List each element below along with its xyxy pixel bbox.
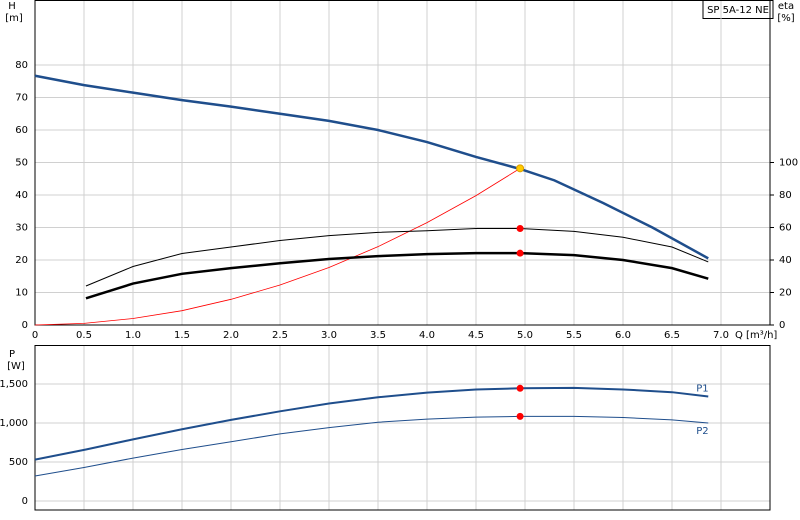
series-line — [34, 386, 709, 461]
marker — [516, 164, 525, 173]
y-tick-label: 0 — [22, 496, 28, 507]
y-tick-label: 80 — [15, 60, 28, 71]
x-tick-label: 2.0 — [223, 330, 239, 341]
x-tick-label: 1.5 — [174, 330, 190, 341]
y-tick-label: 70 — [15, 93, 28, 104]
y-label: H — [8, 1, 16, 12]
y-tick-label: 0 — [22, 320, 28, 331]
marker — [516, 412, 524, 420]
x-tick-label: 0 — [32, 330, 38, 341]
y-tick-label: 60 — [15, 125, 28, 136]
y-tick-label: 20 — [15, 255, 28, 266]
marker — [516, 224, 524, 232]
x-tick-label: 3.5 — [370, 330, 386, 341]
y2-tick-label: 0 — [779, 320, 785, 331]
y-tick-label: 1,000 — [0, 418, 28, 429]
y2-unit: [%] — [777, 13, 794, 24]
y-unit: [W] — [7, 361, 25, 372]
y-tick-label: 30 — [15, 223, 28, 234]
x-tick-label: 5.5 — [566, 330, 582, 341]
plot-frame — [34, 0, 771, 326]
series-line — [85, 251, 709, 300]
x-tick-label: 4.0 — [419, 330, 435, 341]
series-label: P1 — [696, 383, 708, 394]
legend-title: SP 5A-12 NE — [707, 5, 769, 16]
series-line — [34, 74, 709, 260]
y-tick-label: 1,500 — [0, 379, 28, 390]
y-tick-label: 500 — [9, 457, 28, 468]
y-label: P — [9, 349, 15, 360]
series-label: P2 — [696, 426, 708, 437]
y-tick-label: 40 — [15, 190, 28, 201]
x-tick-label: 0.5 — [76, 330, 92, 341]
marker — [516, 384, 524, 392]
series-line — [85, 227, 709, 287]
x-tick-label: 4.5 — [468, 330, 484, 341]
marker — [516, 249, 524, 257]
y-unit: [m] — [5, 13, 23, 24]
plot-frame — [34, 345, 771, 511]
x-tick-label: 5.0 — [517, 330, 533, 341]
y2-tick-label: 80 — [779, 190, 792, 201]
series-line — [34, 415, 709, 477]
x-tick-label: 2.5 — [272, 330, 288, 341]
y-tick-label: 50 — [15, 158, 28, 169]
y2-label: eta — [778, 1, 794, 12]
y2-tick-label: 20 — [779, 288, 792, 299]
x-label: Q [m³/h] — [735, 330, 777, 341]
y2-tick-label: 40 — [779, 255, 792, 266]
y2-tick-label: 60 — [779, 223, 792, 234]
y-tick-label: 10 — [15, 288, 28, 299]
x-tick-label: 6.0 — [615, 330, 631, 341]
x-tick-label: 6.5 — [664, 330, 680, 341]
y2-tick-label: 100 — [779, 158, 798, 169]
x-tick-label: 7.0 — [713, 330, 729, 341]
x-tick-label: 3.0 — [321, 330, 337, 341]
series-line — [34, 168, 521, 326]
x-tick-label: 1.0 — [125, 330, 141, 341]
